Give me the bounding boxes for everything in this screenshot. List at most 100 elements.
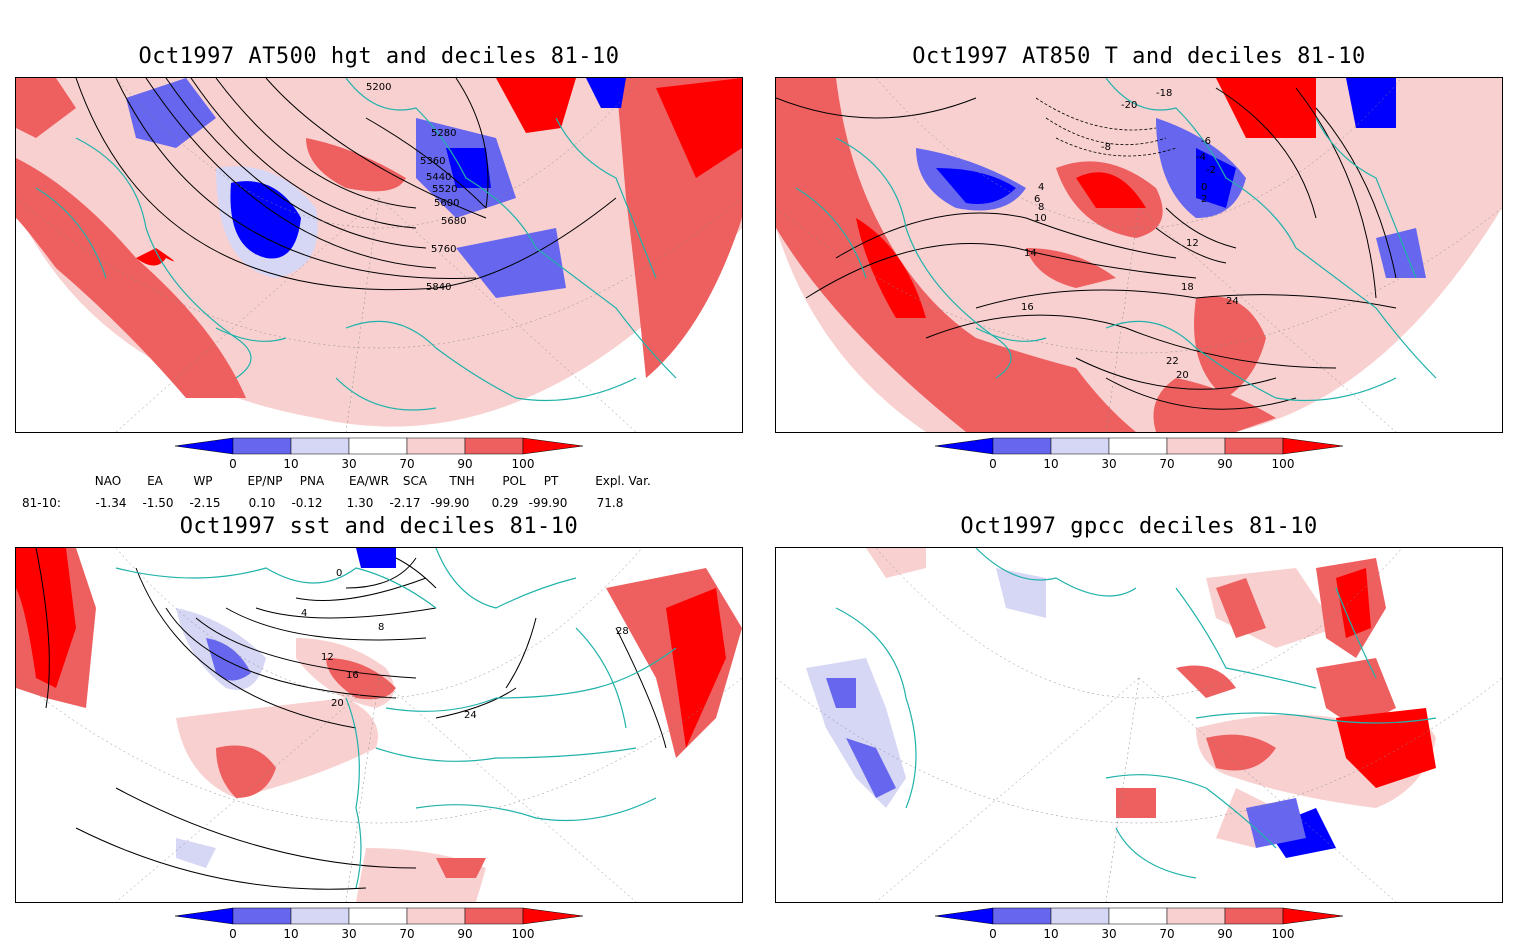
contour-label: 5520 bbox=[432, 184, 457, 195]
contour-label: 2 bbox=[1201, 194, 1207, 205]
contour-label: 20 bbox=[1176, 370, 1189, 381]
panel-title-gpcc: Oct1997 gpcc deciles 81-10 bbox=[960, 514, 1318, 539]
contour-label: 6 bbox=[1034, 194, 1040, 205]
contour-label: 24 bbox=[464, 710, 477, 721]
colorbar-label: 0 bbox=[229, 927, 237, 941]
contour-label: 5760 bbox=[431, 244, 456, 255]
panel-title-t850: Oct1997 AT850 T and deciles 81-10 bbox=[912, 44, 1366, 69]
contour-label: 5280 bbox=[431, 128, 456, 139]
index-value: 0.29 bbox=[491, 496, 519, 510]
map-hgt500-graphic: 5200 5280 5360 5440 5520 5600 5680 5760 … bbox=[16, 78, 742, 432]
colorbar-label: 90 bbox=[457, 927, 473, 941]
contour-label: 8 bbox=[1038, 202, 1044, 213]
map-hgt500: 5200 5280 5360 5440 5520 5600 5680 5760 … bbox=[15, 77, 743, 433]
contour-label: 10 bbox=[1034, 213, 1047, 224]
contour-label: 5600 bbox=[434, 198, 459, 209]
contour-label: 5360 bbox=[420, 156, 445, 167]
contour-label: -6 bbox=[1201, 136, 1211, 147]
colorbar-label: 70 bbox=[399, 927, 415, 941]
colorbar-swatches bbox=[174, 907, 584, 925]
index-header: Expl. Var. bbox=[595, 474, 651, 488]
contour-label: 4 bbox=[1038, 182, 1044, 193]
contour-label: 0 bbox=[336, 568, 342, 579]
colorbar-bottom-right: 0 10 30 70 90 100 bbox=[934, 907, 1345, 943]
index-value: -2.17 bbox=[389, 496, 421, 510]
index-header: NAO bbox=[94, 474, 122, 488]
colorbar-label: 10 bbox=[1043, 457, 1059, 471]
colorbar-label: 30 bbox=[1101, 927, 1117, 941]
colorbar-label: 100 bbox=[511, 927, 535, 941]
colorbar-label: 70 bbox=[399, 457, 415, 471]
map-sst: 0 4 8 12 16 20 24 28 bbox=[15, 547, 743, 903]
contour-label: 12 bbox=[321, 652, 334, 663]
map-t850-graphic: -18 -20 -8 -6 -4 -2 0 2 4 6 8 10 12 14 1… bbox=[776, 78, 1502, 432]
contour-label: -2 bbox=[1206, 165, 1216, 176]
contour-label: -18 bbox=[1156, 88, 1172, 99]
contour-label: 5440 bbox=[426, 172, 451, 183]
contour-label: 16 bbox=[1021, 302, 1034, 313]
contour-label: -4 bbox=[1196, 152, 1206, 163]
panel-title-sst: Oct1997 sst and deciles 81-10 bbox=[179, 514, 579, 539]
index-header: EA bbox=[147, 474, 163, 488]
contour-label: 5840 bbox=[426, 282, 451, 293]
index-header: EA/WR bbox=[348, 474, 390, 488]
index-header: PT bbox=[543, 474, 559, 488]
colorbar-label: 90 bbox=[457, 457, 473, 471]
colorbar-label: 70 bbox=[1159, 457, 1175, 471]
contour-label: 28 bbox=[616, 626, 629, 637]
colorbar-label: 100 bbox=[1271, 457, 1295, 471]
index-header: SCA bbox=[402, 474, 428, 488]
colorbar-bottom-left: 0 10 30 70 90 100 bbox=[174, 907, 585, 943]
index-header: PNA bbox=[299, 474, 325, 488]
index-value: -2.15 bbox=[189, 496, 221, 510]
colorbar-label: 70 bbox=[1159, 927, 1175, 941]
contour-label: 22 bbox=[1166, 356, 1179, 367]
contour-label: 4 bbox=[301, 608, 307, 619]
colorbar-label: 0 bbox=[229, 457, 237, 471]
index-value: -99.90 bbox=[430, 496, 470, 510]
colorbar-label: 10 bbox=[1043, 927, 1059, 941]
index-value: -99.90 bbox=[528, 496, 568, 510]
colorbar-label: 0 bbox=[989, 457, 997, 471]
map-sst-graphic: 0 4 8 12 16 20 24 28 bbox=[16, 548, 742, 902]
contour-label: 20 bbox=[331, 698, 344, 709]
colorbar-label: 30 bbox=[1101, 457, 1117, 471]
colorbar-label: 100 bbox=[1271, 927, 1295, 941]
colorbar-label: 30 bbox=[341, 457, 357, 471]
index-header: TNH bbox=[449, 474, 475, 488]
index-value: -1.34 bbox=[95, 496, 127, 510]
contour-label: 16 bbox=[346, 670, 359, 681]
contour-label: 0 bbox=[1201, 182, 1207, 193]
contour-label: -8 bbox=[1101, 142, 1111, 153]
colorbar-label: 30 bbox=[341, 927, 357, 941]
colorbar-label: 90 bbox=[1217, 927, 1233, 941]
contour-label: 14 bbox=[1024, 248, 1037, 259]
contour-label: 5200 bbox=[366, 82, 391, 93]
index-header: EP/NP bbox=[247, 474, 283, 488]
colorbar-swatches bbox=[934, 907, 1344, 925]
panel-title-hgt500: Oct1997 AT500 hgt and deciles 81-10 bbox=[138, 44, 620, 69]
colorbar-label: 100 bbox=[511, 457, 535, 471]
contour-label: 18 bbox=[1181, 282, 1194, 293]
index-value: 1.30 bbox=[346, 496, 374, 510]
colorbar-label: 90 bbox=[1217, 457, 1233, 471]
colorbar-swatches bbox=[174, 437, 584, 455]
index-value: 71.8 bbox=[596, 496, 624, 510]
map-gpcc-graphic bbox=[776, 548, 1502, 902]
map-gpcc bbox=[775, 547, 1503, 903]
index-header: POL bbox=[502, 474, 526, 488]
colorbar-top-right: 0 10 30 70 90 100 bbox=[934, 437, 1345, 473]
index-row-label: 81-10: bbox=[22, 496, 61, 510]
contour-label: -20 bbox=[1121, 100, 1137, 111]
index-value: 0.10 bbox=[248, 496, 276, 510]
contour-label: 24 bbox=[1226, 296, 1239, 307]
map-t850: -18 -20 -8 -6 -4 -2 0 2 4 6 8 10 12 14 1… bbox=[775, 77, 1503, 433]
colorbar-label: 10 bbox=[283, 457, 299, 471]
index-value: -0.12 bbox=[291, 496, 323, 510]
index-header: WP bbox=[193, 474, 213, 488]
index-value: -1.50 bbox=[142, 496, 174, 510]
colorbar-top-left: 0 10 30 70 90 100 bbox=[174, 437, 585, 473]
contour-label: 8 bbox=[378, 622, 384, 633]
colorbar-swatches bbox=[934, 437, 1344, 455]
contour-label: 12 bbox=[1186, 238, 1199, 249]
